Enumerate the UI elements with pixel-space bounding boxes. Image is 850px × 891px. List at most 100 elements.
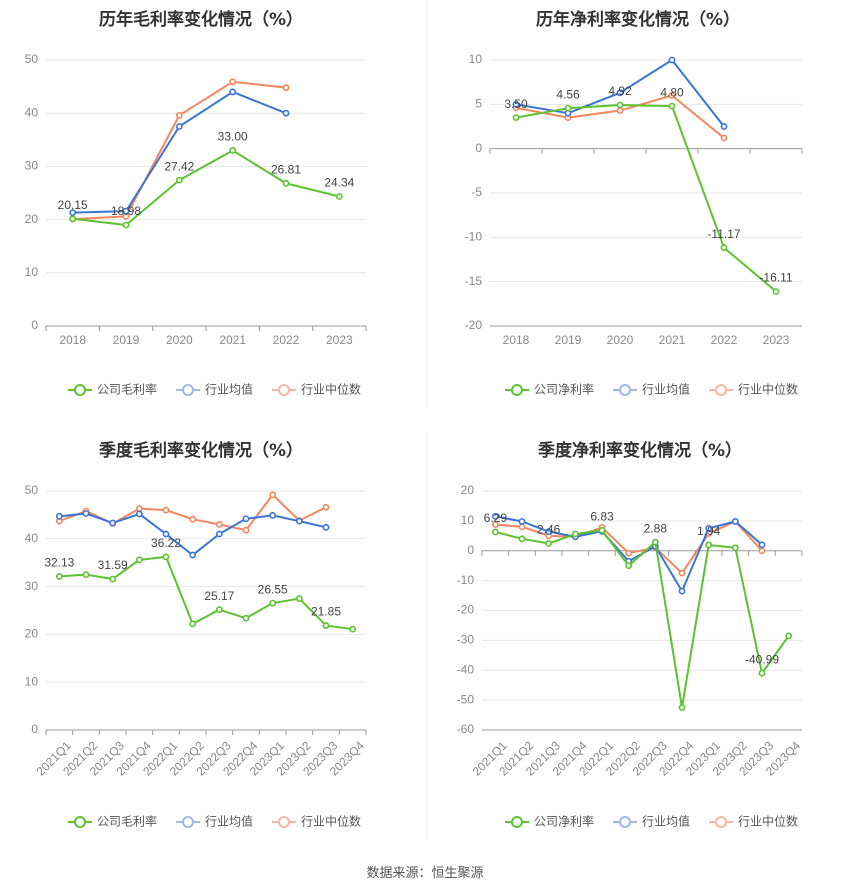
y-tick-label: 0 [31,318,38,332]
data-point-industry-avg [122,207,130,215]
data-point-company [625,562,633,570]
y-tick-label: -40 [457,662,475,676]
data-point-industry-median [229,78,237,86]
data-label: -40.99 [745,652,779,666]
data-point-industry-avg [491,512,499,520]
data-point-company [349,625,357,633]
data-point-company [55,573,63,580]
data-point-industry-median [616,107,624,114]
legend-label: 行业中位数 [301,814,361,829]
data-point-company [545,540,553,547]
data-point-company [215,606,223,614]
y-tick-label: -20 [457,603,475,617]
legend-marker-icon [511,816,523,828]
legend-label: 行业均值 [205,382,253,397]
y-tick-label: -60 [457,722,475,736]
y-tick-label: 40 [25,105,39,119]
x-tick-label: 2022 [273,333,300,347]
series-line-company [495,529,790,709]
x-tick-label: 2020 [607,333,634,347]
legend-label: 公司净利率 [534,382,594,397]
y-tick-label: 50 [25,52,39,66]
legend-marker-icon [511,384,523,396]
data-point-company [668,102,676,110]
data-point-industry-avg [189,551,197,559]
data-point-industry-avg [705,524,713,532]
data-point-industry-median [758,547,766,555]
legend-marker-icon [74,816,86,828]
legend-marker-icon [715,384,727,396]
data-label: 32.13 [44,556,74,570]
data-point-industry-median [162,506,170,514]
legend-marker-icon [619,816,631,828]
data-point-industry-avg [69,209,77,217]
data-label: 33.00 [218,130,248,144]
data-point-company [772,288,780,295]
data-point-company [69,215,77,223]
x-tick-label: 2022 [711,333,738,347]
data-label: 27.42 [164,159,194,173]
y-tick-label: -10 [457,573,475,587]
data-point-industry-avg [162,530,170,538]
legend-label: 行业中位数 [738,382,798,397]
data-point-company [282,179,290,187]
data-point-company [122,221,130,229]
x-tick-label: 2019 [113,333,140,347]
data-point-company [651,538,659,546]
data-point-company [731,544,739,552]
data-point-company [322,622,330,629]
data-point-industry-median [135,505,143,513]
data-point-industry-median [518,523,526,531]
data-point-industry-median [215,521,223,528]
legend-marker-icon [619,384,631,396]
y-tick-label: 30 [25,579,39,593]
data-point-company [491,528,499,536]
data-point-industry-avg [215,530,223,538]
data-label: 31.59 [98,558,128,572]
data-label: 26.55 [258,582,288,596]
y-tick-label: 0 [31,722,38,736]
data-label: 26.81 [271,163,301,177]
data-point-industry-median [625,549,633,557]
data-point-industry-median [668,92,676,99]
data-point-industry-avg [175,123,183,130]
data-label: 21.85 [311,605,341,619]
y-tick-label: 10 [25,265,39,279]
x-tick-label: 2020 [166,333,193,347]
y-tick-label: -20 [465,318,483,332]
y-tick-label: 50 [25,483,39,497]
data-label: 2.46 [537,523,561,537]
data-point-industry-median [189,515,197,523]
data-point-industry-median [322,503,330,511]
series-line-industry-median [72,80,287,221]
x-tick-label: 2023 [763,333,790,347]
x-tick-label: 2018 [59,333,86,347]
y-tick-label: 30 [25,159,39,173]
data-point-industry-median [282,84,290,92]
data-point-industry-avg [295,517,303,525]
data-point-industry-avg [720,123,728,130]
x-tick-label: 2018 [503,333,530,347]
data-point-industry-avg [322,523,330,531]
legend-marker-icon [182,816,194,828]
y-tick-label: -50 [457,692,475,706]
data-point-company [189,620,197,628]
data-point-company [785,632,793,640]
x-tick-label: 2021 [659,333,686,347]
y-tick-label: -10 [465,230,483,244]
data-point-industry-avg [518,518,526,525]
y-tick-label: -15 [465,274,483,288]
legend-marker-icon [278,384,290,396]
y-tick-label: 40 [25,531,39,545]
data-point-industry-avg [282,109,290,117]
data-label: 1.94 [697,524,721,538]
data-label: 4.80 [660,85,684,99]
y-tick-label: -30 [457,633,475,647]
data-label: 24.34 [324,176,354,190]
data-point-company [109,575,117,583]
legend-label: 行业中位数 [301,382,361,397]
data-point-industry-avg [55,512,63,520]
data-label: 25.17 [204,589,234,603]
data-point-industry-avg [135,510,143,518]
data-point-industry-avg [668,56,676,64]
